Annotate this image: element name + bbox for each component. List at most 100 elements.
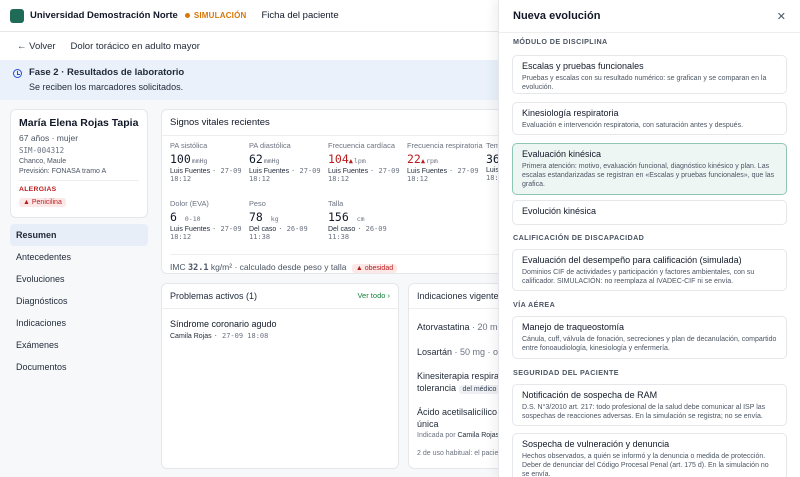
simulation-label: SIMULACIÓN — [193, 11, 247, 20]
view-all-link[interactable]: Ver todo › — [357, 291, 390, 300]
vital-author: Del caso · 26-09 — [249, 225, 308, 233]
vital-author: Luis Fuentes · 27-09 — [170, 225, 242, 233]
option-vulneration-report[interactable]: Sospecha de vulneración y denuncia Hecho… — [512, 433, 787, 477]
option-kinesic-evaluation[interactable]: Evaluación kinésica Primera atención: mo… — [512, 143, 787, 195]
vital-label: PA diastólica — [249, 141, 291, 150]
problem-name: Síndrome coronario agudo — [170, 319, 277, 329]
vital-sbp: PA sistólica 100mmHg Luis Fuentes · 27-0… — [170, 141, 248, 183]
new-evolution-drawer: Nueva evolución ✕ MÓDULO DE DISCIPLINA E… — [498, 0, 800, 477]
option-tracheostomy[interactable]: Manejo de traqueostomía Cánula, cuff, vá… — [512, 316, 787, 359]
drawer-title: Nueva evolución — [513, 10, 601, 22]
section-airway: VÍA AÉREA — [513, 300, 556, 309]
university-logo-icon — [10, 8, 24, 23]
bmi-note: · calculado desde peso y talla — [234, 262, 347, 272]
phase-description: Se reciben los marcadores solicitados. — [29, 82, 184, 92]
vital-value: 62mmHg — [249, 152, 280, 166]
vital-value: 6 0-10 — [170, 210, 201, 224]
patient-age-sex: 67 años · mujer — [19, 133, 79, 143]
option-performance-evaluation[interactable]: Evaluación del desempeño para calificaci… — [512, 249, 787, 291]
vital-temp: Tem 36 Luis 18:1 — [486, 141, 564, 182]
vital-author: Luis Fuentes · 27-09 — [328, 167, 400, 175]
vital-weight: Peso 78 kg Del caso · 26-09 11:38 — [249, 199, 327, 241]
vital-pain: Dolor (EVA) 6 0-10 Luis Fuentes · 27-09 … — [170, 199, 248, 241]
vital-label: Frecuencia respiratoria — [407, 141, 483, 150]
section-disability-rating: CALIFICACIÓN DE DISCAPACIDAD — [513, 233, 645, 242]
indications-footer: 2 de uso habitual: el pacie — [417, 450, 499, 457]
option-ram-notification[interactable]: Notificación de sospecha de RAM D.S. N°3… — [512, 384, 787, 426]
vital-time: 11:38 — [249, 233, 271, 241]
patient-name: María Elena Rojas Tapia — [19, 117, 139, 129]
up-arrow-icon: ▲ — [348, 157, 353, 165]
bmi-value: 32.1 — [187, 263, 209, 273]
vital-rr: Frecuencia respiratoria 22▲rpm Luis Fuen… — [407, 141, 485, 183]
vital-time: 18:12 — [407, 175, 429, 183]
patient-insurance: Previsión: FONASA tramo A — [19, 168, 107, 175]
vital-signs-card: Signos vitales recientes PA sistólica 10… — [161, 109, 561, 274]
phase-title: Fase 2 · Resultados de laboratorio — [29, 67, 185, 78]
problem-meta: Camila Rojas · 27-09 18:08 — [170, 332, 269, 340]
case-title: Dolor torácico en adulto mayor — [70, 40, 200, 52]
nav-item-indicaciones[interactable]: Indicaciones — [16, 318, 67, 328]
vital-author: Luis Fuentes · 27-09 — [249, 167, 321, 175]
vital-label: Tem — [486, 141, 500, 150]
vital-value: 100mmHg — [170, 152, 208, 166]
close-icon[interactable]: ✕ — [776, 10, 786, 23]
simulation-badge: SIMULACIÓN — [184, 11, 247, 20]
allergy-badge: ▲ Penicilina — [19, 198, 66, 207]
option-scales-tests[interactable]: Escalas y pruebas funcionales Pruebas y … — [512, 55, 787, 94]
back-button[interactable]: ← Volver — [17, 40, 56, 52]
active-problems-card: Problemas activos (1) Ver todo › Síndrom… — [161, 283, 399, 469]
section-patient-safety: SEGURIDAD DEL PACIENTE — [513, 368, 619, 377]
indication-item[interactable]: Ácido acetilsalicílico única Indicada po… — [417, 407, 500, 439]
vital-time: 18:12 — [328, 175, 350, 183]
page-title: Ficha del paciente — [261, 10, 339, 21]
vital-label: PA sistólica — [170, 141, 208, 150]
indication-item[interactable]: Losartán · 50 mg · ora — [417, 347, 507, 357]
indication-tag: del médico — [458, 385, 501, 394]
vital-time: 11:38 — [328, 233, 350, 241]
vital-time: 18:12 — [249, 175, 271, 183]
obesity-badge: ▲ obesidad — [351, 264, 398, 273]
nav-item-diagnosticos[interactable]: Diagnósticos — [16, 296, 68, 306]
university-name: Universidad Demostración Norte — [30, 10, 178, 21]
nav-item-examenes[interactable]: Exámenes — [16, 340, 59, 350]
vital-value: 104▲lpm — [328, 152, 366, 166]
up-arrow-icon: ▲ — [420, 157, 426, 165]
allergies-label: ALERGIAS — [19, 186, 57, 193]
patient-nav: Resumen Antecedentes Evoluciones Diagnós… — [10, 224, 148, 378]
indication-item[interactable]: Atorvastatina · 20 mg — [417, 322, 503, 332]
indication-item[interactable]: Kinesiterapia respirato tolerancia del m… — [417, 371, 507, 394]
vital-time: 18:12 — [170, 233, 192, 241]
vital-signs-title: Signos vitales recientes — [162, 110, 560, 136]
vital-author: Del caso · 26-09 — [328, 225, 387, 233]
vital-value: 22▲rpm — [407, 152, 438, 166]
vital-value: 78 kg — [249, 210, 279, 224]
vital-time: 18:1 — [486, 174, 503, 182]
clock-icon — [13, 69, 22, 78]
option-kinesic-evolution[interactable]: Evolución kinésica — [512, 200, 787, 225]
indications-title: Indicaciones vigentes — [409, 284, 567, 309]
vital-value: 36 — [486, 152, 500, 166]
vital-label: Frecuencia cardíaca — [328, 141, 395, 150]
problem-item[interactable]: Síndrome coronario agudo Camila Rojas · … — [162, 309, 398, 350]
bmi-label: IMC — [170, 262, 186, 272]
patient-card: María Elena Rojas Tapia 67 años · mujer … — [10, 109, 148, 218]
vital-label: Talla — [328, 199, 344, 208]
bmi-unit: kg/m² — [210, 262, 233, 272]
simulation-dot-icon — [184, 13, 190, 18]
vital-value: 156 cm — [328, 210, 365, 224]
bmi-row: IMC 32.1 kg/m² · calculado desde peso y … — [170, 254, 554, 273]
nav-item-documentos[interactable]: Documentos — [16, 362, 67, 372]
vital-label: Dolor (EVA) — [170, 199, 209, 208]
option-respiratory-kinesiology[interactable]: Kinesiología respiratoria Evaluación e i… — [512, 102, 787, 135]
vital-label: Peso — [249, 199, 266, 208]
vital-author: Luis — [486, 167, 499, 174]
vital-height: Talla 156 cm Del caso · 26-09 11:38 — [328, 199, 406, 241]
nav-item-evoluciones[interactable]: Evoluciones — [16, 274, 65, 284]
vital-author: Luis Fuentes · 27-09 — [170, 167, 242, 175]
vital-author: Luis Fuentes · 27-09 — [407, 167, 479, 175]
vital-hr: Frecuencia cardíaca 104▲lpm Luis Fuentes… — [328, 141, 406, 183]
nav-item-antecedentes[interactable]: Antecedentes — [16, 252, 72, 262]
active-problems-title: Problemas activos (1) — [170, 291, 258, 301]
nav-item-resumen[interactable]: Resumen — [10, 224, 148, 246]
